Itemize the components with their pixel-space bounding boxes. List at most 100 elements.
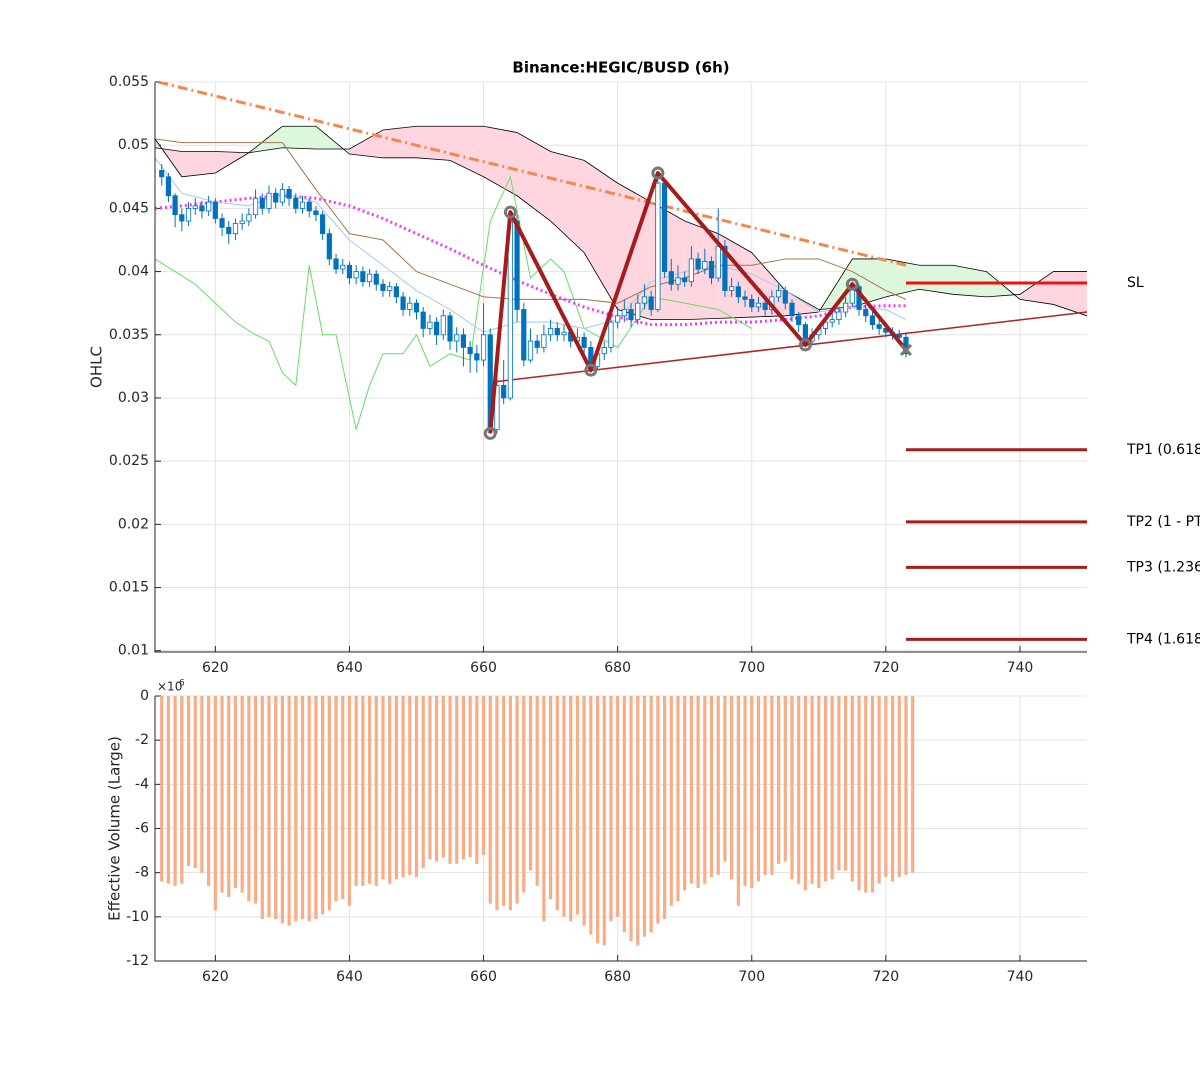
y-tick-label: -4 bbox=[135, 776, 149, 792]
bar bbox=[911, 696, 915, 873]
cloud-segment bbox=[517, 132, 551, 222]
candle-body bbox=[447, 315, 453, 342]
bar bbox=[683, 696, 687, 891]
candle-body bbox=[655, 182, 661, 310]
candle-body bbox=[836, 311, 842, 321]
bar bbox=[327, 696, 331, 911]
bar bbox=[844, 696, 848, 871]
bar bbox=[602, 696, 606, 946]
x-tick-label: 640 bbox=[336, 660, 363, 676]
bar bbox=[616, 696, 620, 917]
bar bbox=[421, 696, 425, 869]
bar bbox=[797, 696, 801, 884]
candle-body bbox=[206, 201, 212, 212]
bar bbox=[213, 696, 217, 911]
candle-body bbox=[608, 321, 614, 348]
candle-body bbox=[695, 258, 701, 270]
bar bbox=[609, 696, 613, 922]
candle-body bbox=[843, 302, 849, 313]
bar bbox=[870, 696, 875, 893]
bar bbox=[790, 696, 794, 880]
candle-body bbox=[299, 201, 306, 209]
bar bbox=[730, 696, 734, 880]
x-tick-label: 660 bbox=[470, 660, 497, 676]
candle-body bbox=[286, 189, 292, 199]
bar bbox=[508, 696, 512, 911]
bar bbox=[569, 696, 573, 922]
bar bbox=[207, 696, 211, 886]
bar bbox=[528, 696, 533, 871]
candle-body bbox=[708, 261, 715, 279]
bar bbox=[233, 696, 238, 889]
candle-body bbox=[420, 311, 426, 329]
candle-body bbox=[722, 245, 728, 291]
candle-body bbox=[715, 245, 721, 279]
bar bbox=[837, 696, 841, 871]
cloud-segment bbox=[751, 252, 786, 318]
overlay-line bbox=[155, 194, 906, 327]
pattern-point bbox=[845, 277, 859, 291]
candle-body bbox=[876, 324, 882, 329]
candle-body bbox=[266, 192, 272, 209]
bar bbox=[253, 696, 258, 904]
candle-body bbox=[407, 302, 413, 310]
bar bbox=[468, 696, 472, 858]
bar bbox=[361, 696, 365, 886]
x-tick-label: 740 bbox=[1007, 969, 1034, 985]
bar bbox=[877, 696, 881, 884]
bar bbox=[260, 696, 264, 920]
bar bbox=[381, 696, 385, 880]
bar bbox=[441, 696, 445, 858]
bar bbox=[716, 696, 720, 875]
cloud-segment bbox=[282, 126, 316, 149]
candle-body bbox=[467, 347, 473, 355]
bar bbox=[542, 696, 546, 922]
candle-body bbox=[192, 205, 198, 209]
bar bbox=[401, 696, 405, 878]
candle-body bbox=[427, 321, 433, 329]
bar bbox=[435, 696, 439, 862]
y-tick-label: -10 bbox=[126, 909, 149, 925]
y-tick-label: 0.055 bbox=[109, 74, 149, 90]
candle-body bbox=[346, 264, 353, 279]
bar bbox=[676, 696, 680, 902]
candle-body bbox=[675, 277, 681, 285]
bar bbox=[535, 696, 539, 886]
candle-body bbox=[454, 334, 460, 342]
candle-body bbox=[661, 182, 668, 272]
bar bbox=[394, 696, 398, 880]
candle-body bbox=[219, 218, 225, 228]
candle-body bbox=[226, 226, 232, 235]
bar bbox=[709, 696, 714, 878]
bar bbox=[488, 696, 492, 904]
bar bbox=[696, 696, 700, 889]
candle-body bbox=[561, 331, 567, 336]
bar bbox=[448, 696, 452, 864]
candle-body bbox=[749, 298, 755, 308]
candle-body bbox=[279, 189, 285, 203]
bar bbox=[649, 696, 653, 933]
bar bbox=[669, 696, 673, 906]
candle-body bbox=[782, 290, 788, 304]
candle-body bbox=[789, 302, 795, 317]
candle-body bbox=[273, 192, 279, 203]
candle-body bbox=[527, 340, 534, 361]
candle-body bbox=[259, 197, 265, 209]
candle-body bbox=[165, 176, 172, 197]
y-tick-label: 0.02 bbox=[118, 516, 149, 532]
bar bbox=[562, 696, 566, 917]
pattern-point bbox=[651, 166, 665, 180]
bar bbox=[622, 696, 626, 933]
bar bbox=[388, 696, 392, 884]
candle-body bbox=[601, 347, 607, 355]
bar bbox=[481, 696, 486, 855]
candle-body bbox=[628, 309, 634, 321]
candle-body bbox=[179, 214, 185, 222]
bar bbox=[548, 696, 553, 900]
candle-body bbox=[353, 271, 359, 279]
bar bbox=[274, 696, 278, 920]
bar bbox=[636, 696, 640, 946]
candle-body bbox=[547, 328, 554, 336]
bar bbox=[763, 696, 767, 875]
